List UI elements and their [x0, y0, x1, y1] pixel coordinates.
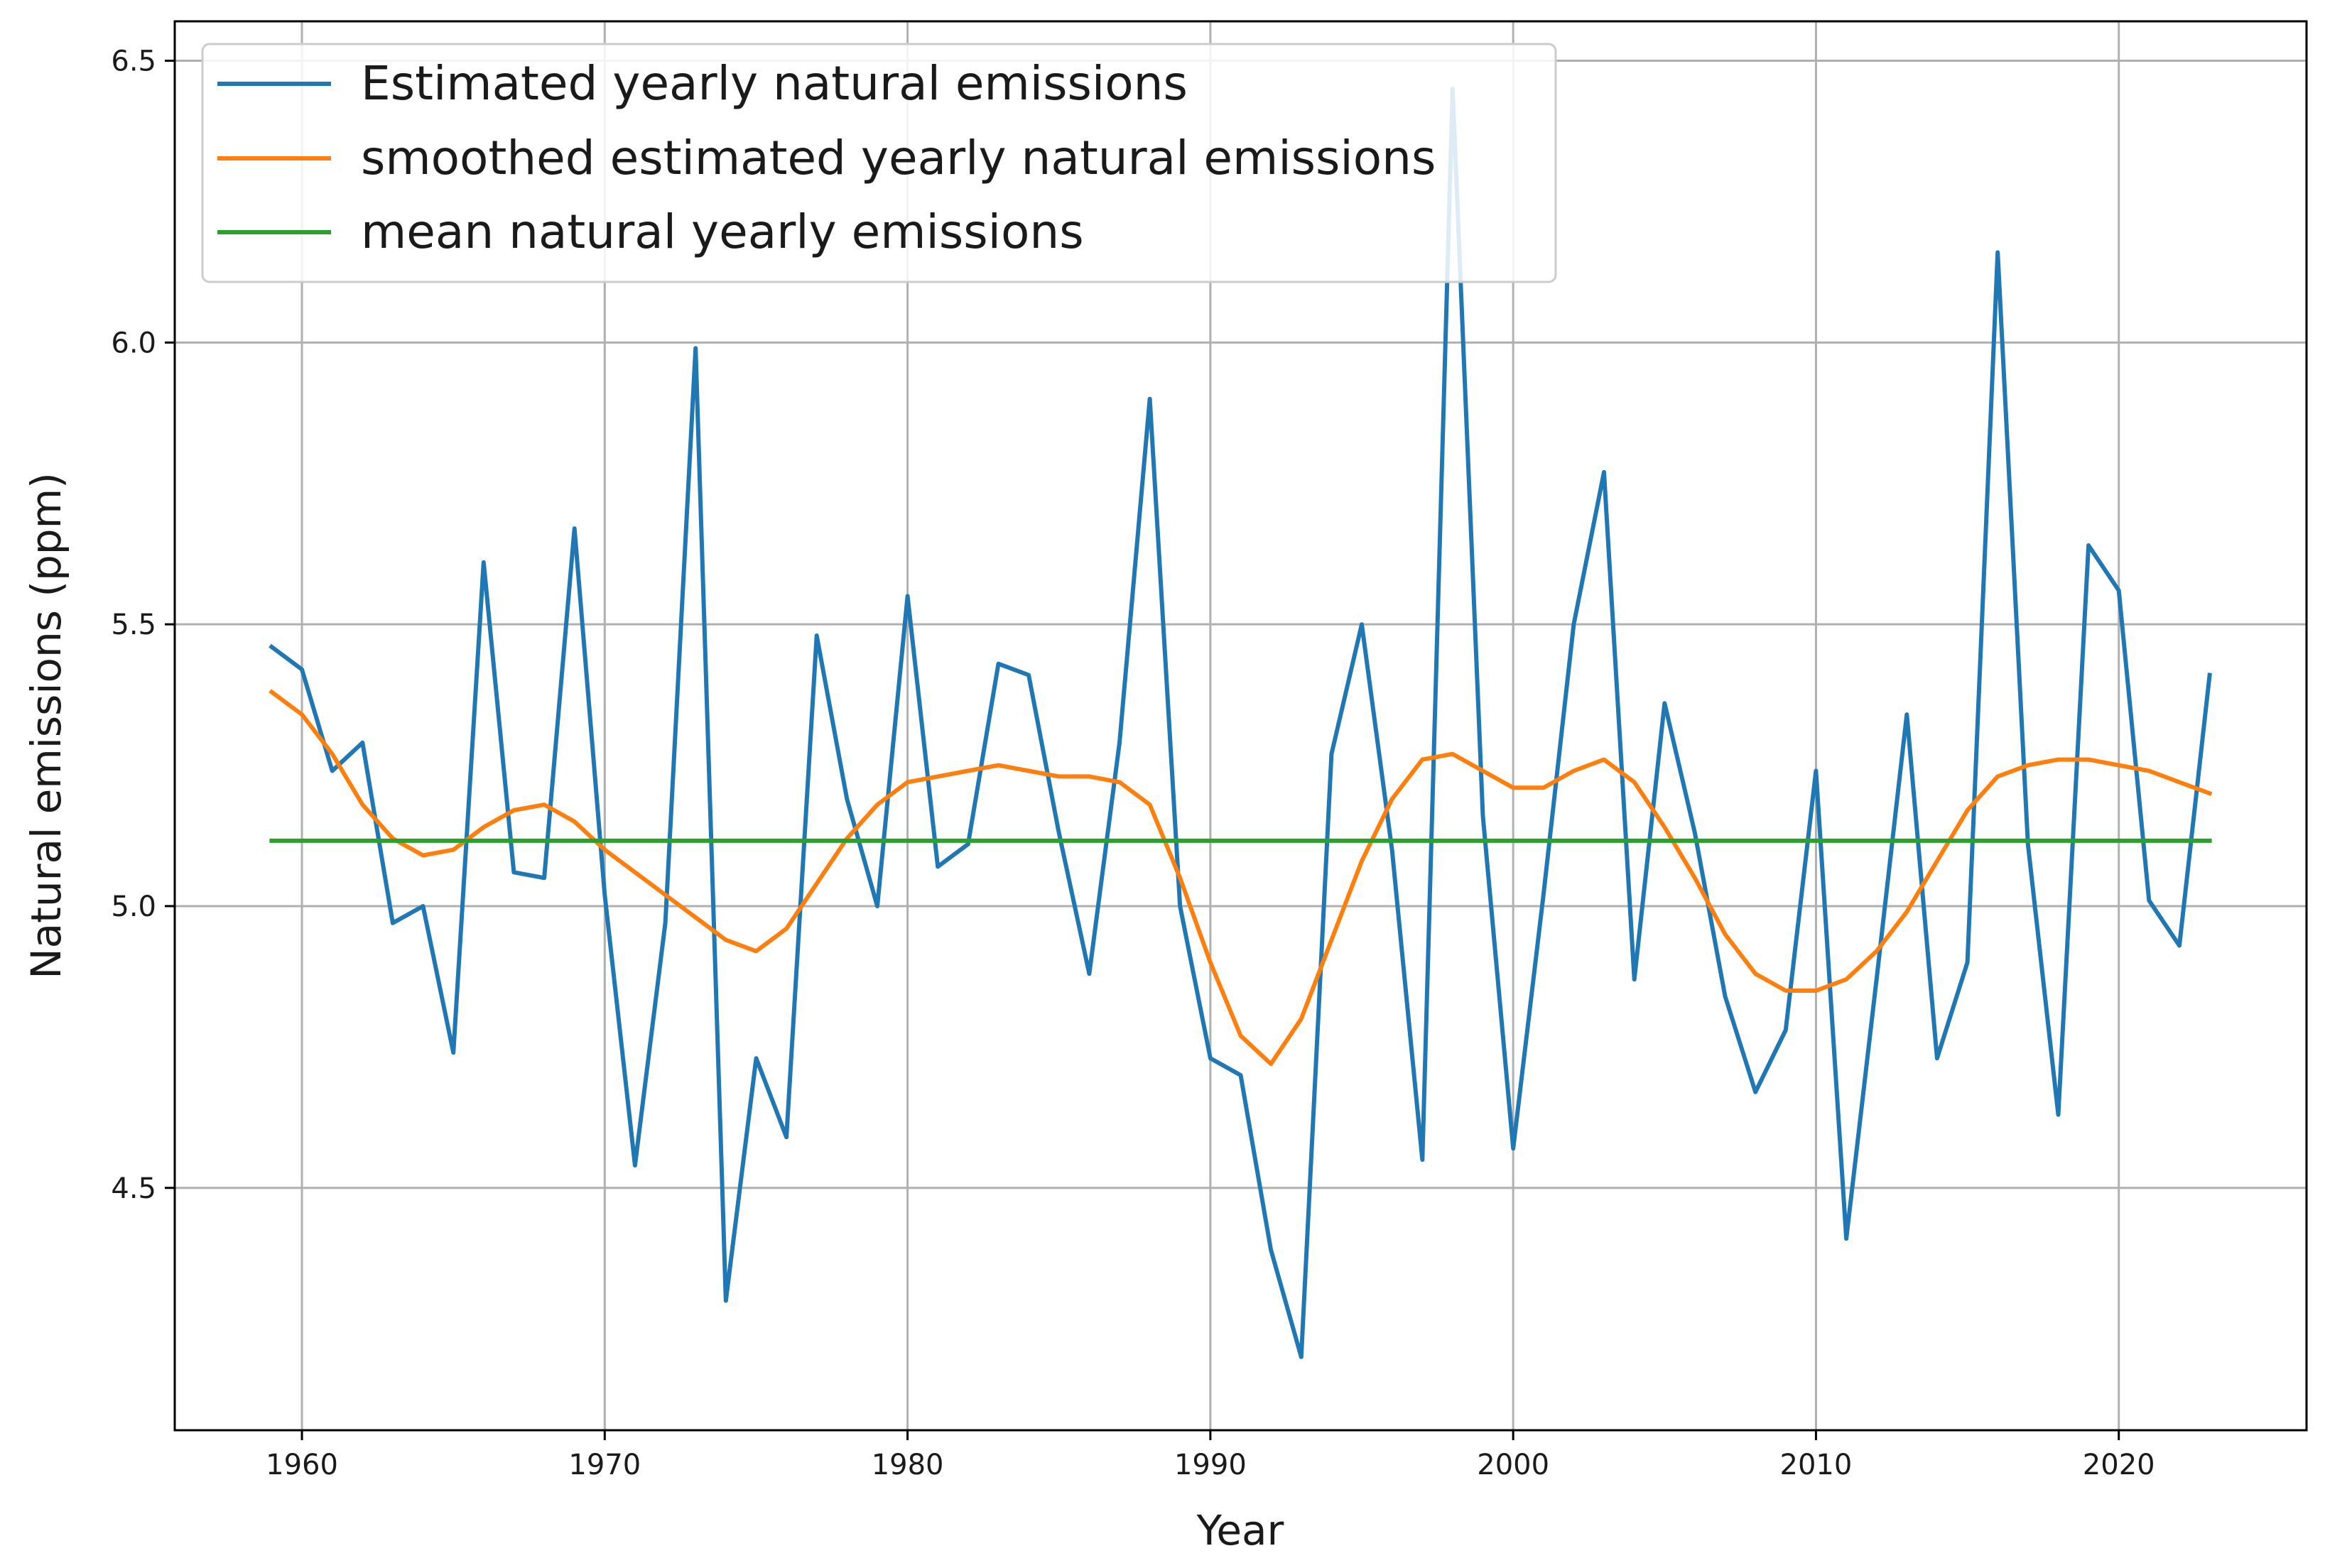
series-line-estimated [269, 87, 2212, 1359]
series-lines [269, 87, 2213, 1359]
y-axis-ticks: 4.5 5.0 5.5 6.0 6.5 [111, 45, 175, 1205]
legend-label-estimated: Estimated yearly natural emissions [361, 56, 1188, 111]
plot-frame [173, 20, 2308, 1432]
y-tick-label: 5.5 [111, 609, 156, 641]
y-tick-label: 6.0 [111, 327, 156, 359]
x-tick-label: 1970 [568, 1449, 641, 1481]
y-tick-label: 4.5 [111, 1172, 156, 1205]
legend-label-mean: mean natural yearly emissions [361, 205, 1084, 259]
y-tick-label: 5.0 [111, 891, 156, 923]
legend-box [201, 43, 1557, 283]
x-tick-label: 2010 [1780, 1449, 1853, 1481]
x-tick-label: 2000 [1477, 1449, 1549, 1481]
x-tick-label: 1960 [266, 1449, 338, 1481]
legend: Estimated yearly natural emissions smoot… [201, 43, 1557, 283]
x-tick-label: 1990 [1174, 1449, 1247, 1481]
x-axis-label: Year [1196, 1506, 1284, 1555]
x-tick-label: 2020 [2083, 1449, 2155, 1481]
y-axis-label: Natural emissions (ppm) [22, 472, 70, 979]
y-tick-label: 6.5 [111, 45, 156, 78]
x-tick-label: 1980 [872, 1449, 944, 1481]
x-axis-ticks: 1960 1970 1980 1990 2000 2010 2020 [266, 1430, 2155, 1481]
legend-label-smoothed: smoothed estimated yearly natural emissi… [361, 131, 1436, 185]
